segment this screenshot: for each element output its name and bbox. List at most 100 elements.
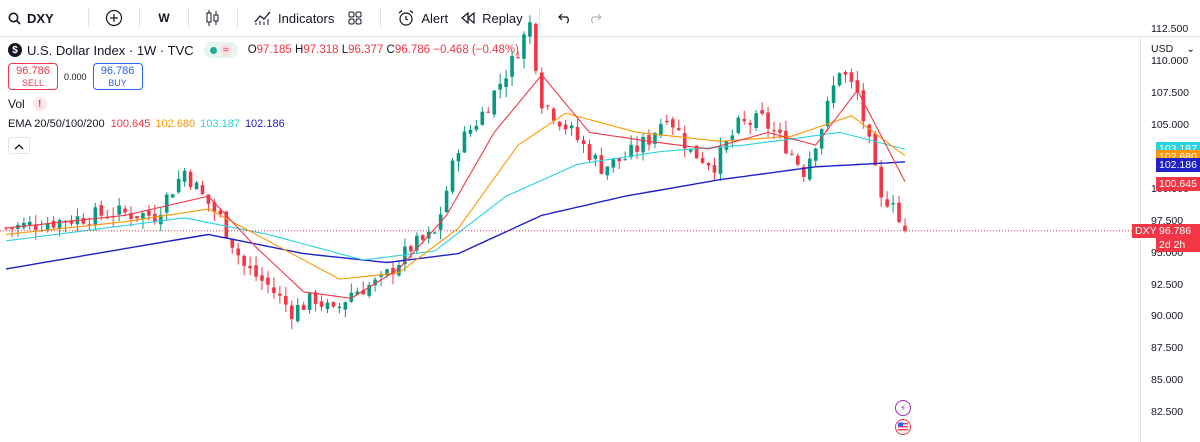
templates-button[interactable] xyxy=(340,0,370,37)
candle xyxy=(510,50,514,87)
candle xyxy=(492,89,496,118)
undo-button[interactable] xyxy=(550,0,580,37)
candle xyxy=(349,283,354,303)
candle xyxy=(706,162,711,171)
price-tick-label: 110.000 xyxy=(1151,55,1189,68)
currency-selector[interactable]: USD ⌄ xyxy=(1151,43,1195,55)
volume-legend-row[interactable]: Vol ! xyxy=(8,94,519,114)
alert-label: Alert xyxy=(421,10,449,26)
candle xyxy=(605,166,610,180)
chevron-up-icon xyxy=(14,137,24,155)
toolbar-divider xyxy=(188,8,189,28)
symbol-title[interactable]: U.S. Dollar Index · 1W · TVC xyxy=(27,42,194,58)
candle xyxy=(188,169,193,190)
compare-symbol-button[interactable] xyxy=(99,0,129,37)
redo-button[interactable] xyxy=(580,0,610,37)
currency-label: USD xyxy=(1151,43,1174,55)
candlestick-series xyxy=(4,15,907,330)
candle xyxy=(182,167,187,187)
candle xyxy=(236,242,240,265)
candle xyxy=(158,207,163,232)
symbol-search-button[interactable]: DXY xyxy=(8,0,78,37)
price-tick-label: 105.000 xyxy=(1151,119,1189,131)
candle xyxy=(545,104,550,110)
candle xyxy=(373,277,377,292)
us-flag-icon[interactable] xyxy=(895,419,911,435)
candle xyxy=(885,191,889,208)
market-status-badge[interactable]: ≈ xyxy=(203,42,238,58)
candle xyxy=(665,114,669,125)
close-value: 96.786 xyxy=(394,44,431,56)
ema-lines xyxy=(5,74,906,299)
candle xyxy=(301,301,306,311)
candle xyxy=(754,109,758,132)
candle xyxy=(813,147,818,167)
candle xyxy=(587,139,592,163)
candle xyxy=(415,232,419,254)
top-toolbar: DXY W Indicators xyxy=(0,0,1200,37)
ema-label: EMA 20/50/100/200 xyxy=(8,118,105,130)
indicators-button[interactable]: Indicators xyxy=(248,0,340,37)
candle xyxy=(498,74,502,99)
candle xyxy=(819,128,824,155)
sell-button[interactable]: 96.786 SELL xyxy=(8,63,58,90)
candle xyxy=(861,82,866,129)
candle xyxy=(123,205,127,217)
candle xyxy=(99,200,104,221)
ema200-line xyxy=(5,161,906,270)
symbol-name: DXY xyxy=(27,10,54,26)
price-scale[interactable] xyxy=(1140,37,1200,442)
indicators-label: Indicators xyxy=(278,10,335,26)
candle xyxy=(623,151,627,161)
chart-type-button[interactable] xyxy=(199,0,227,37)
warning-icon[interactable]: ! xyxy=(32,97,47,111)
grid-icon xyxy=(348,11,362,25)
candle xyxy=(93,202,98,231)
candle xyxy=(343,301,348,318)
candle xyxy=(170,193,175,198)
candle xyxy=(474,119,479,132)
candle xyxy=(534,22,538,75)
alert-button[interactable]: Alert xyxy=(391,0,454,37)
price-tick-label: 92.500 xyxy=(1151,278,1184,291)
high-label: H xyxy=(295,44,304,56)
dollar-icon: $ xyxy=(8,43,22,57)
candle xyxy=(117,197,121,222)
chart-legend: $ U.S. Dollar Index · 1W · TVC ≈ O97.185… xyxy=(8,40,519,154)
candle xyxy=(16,221,20,237)
buy-button[interactable]: 96.786 BUY xyxy=(92,63,143,90)
ema-legend-row[interactable]: EMA 20/50/100/200 100.645 102.680 103.18… xyxy=(8,114,519,134)
ema200-price-tag: 102.186 xyxy=(1156,157,1200,172)
toolbar-divider xyxy=(139,8,140,28)
ema20-line xyxy=(5,74,906,299)
open-label: O xyxy=(247,44,257,56)
ema100-value: 103.187 xyxy=(200,118,240,130)
toolbar-divider xyxy=(88,8,89,28)
candle xyxy=(671,116,675,135)
candle xyxy=(266,271,270,294)
candle xyxy=(682,125,687,158)
bar-countdown-tag: 2d 2h xyxy=(1156,237,1200,252)
sell-price: 96.786 xyxy=(16,64,50,77)
candle xyxy=(742,110,747,125)
candle xyxy=(432,231,437,235)
candle xyxy=(897,195,901,224)
candle xyxy=(4,226,8,231)
replay-button[interactable]: Replay xyxy=(454,0,528,37)
undo-icon xyxy=(557,12,572,24)
candle xyxy=(200,181,205,196)
candle xyxy=(641,133,645,161)
interval-button[interactable]: W xyxy=(158,11,170,25)
candle xyxy=(331,301,336,309)
candle xyxy=(319,295,324,311)
candle xyxy=(522,31,526,69)
collapse-legend-button[interactable] xyxy=(8,137,30,154)
candle xyxy=(736,115,741,135)
ema50-value: 102.680 xyxy=(155,118,196,130)
close-label: C xyxy=(386,44,395,56)
candle xyxy=(855,70,860,101)
lightning-event-icon[interactable]: ⚡ xyxy=(895,400,911,416)
search-icon xyxy=(8,12,21,25)
